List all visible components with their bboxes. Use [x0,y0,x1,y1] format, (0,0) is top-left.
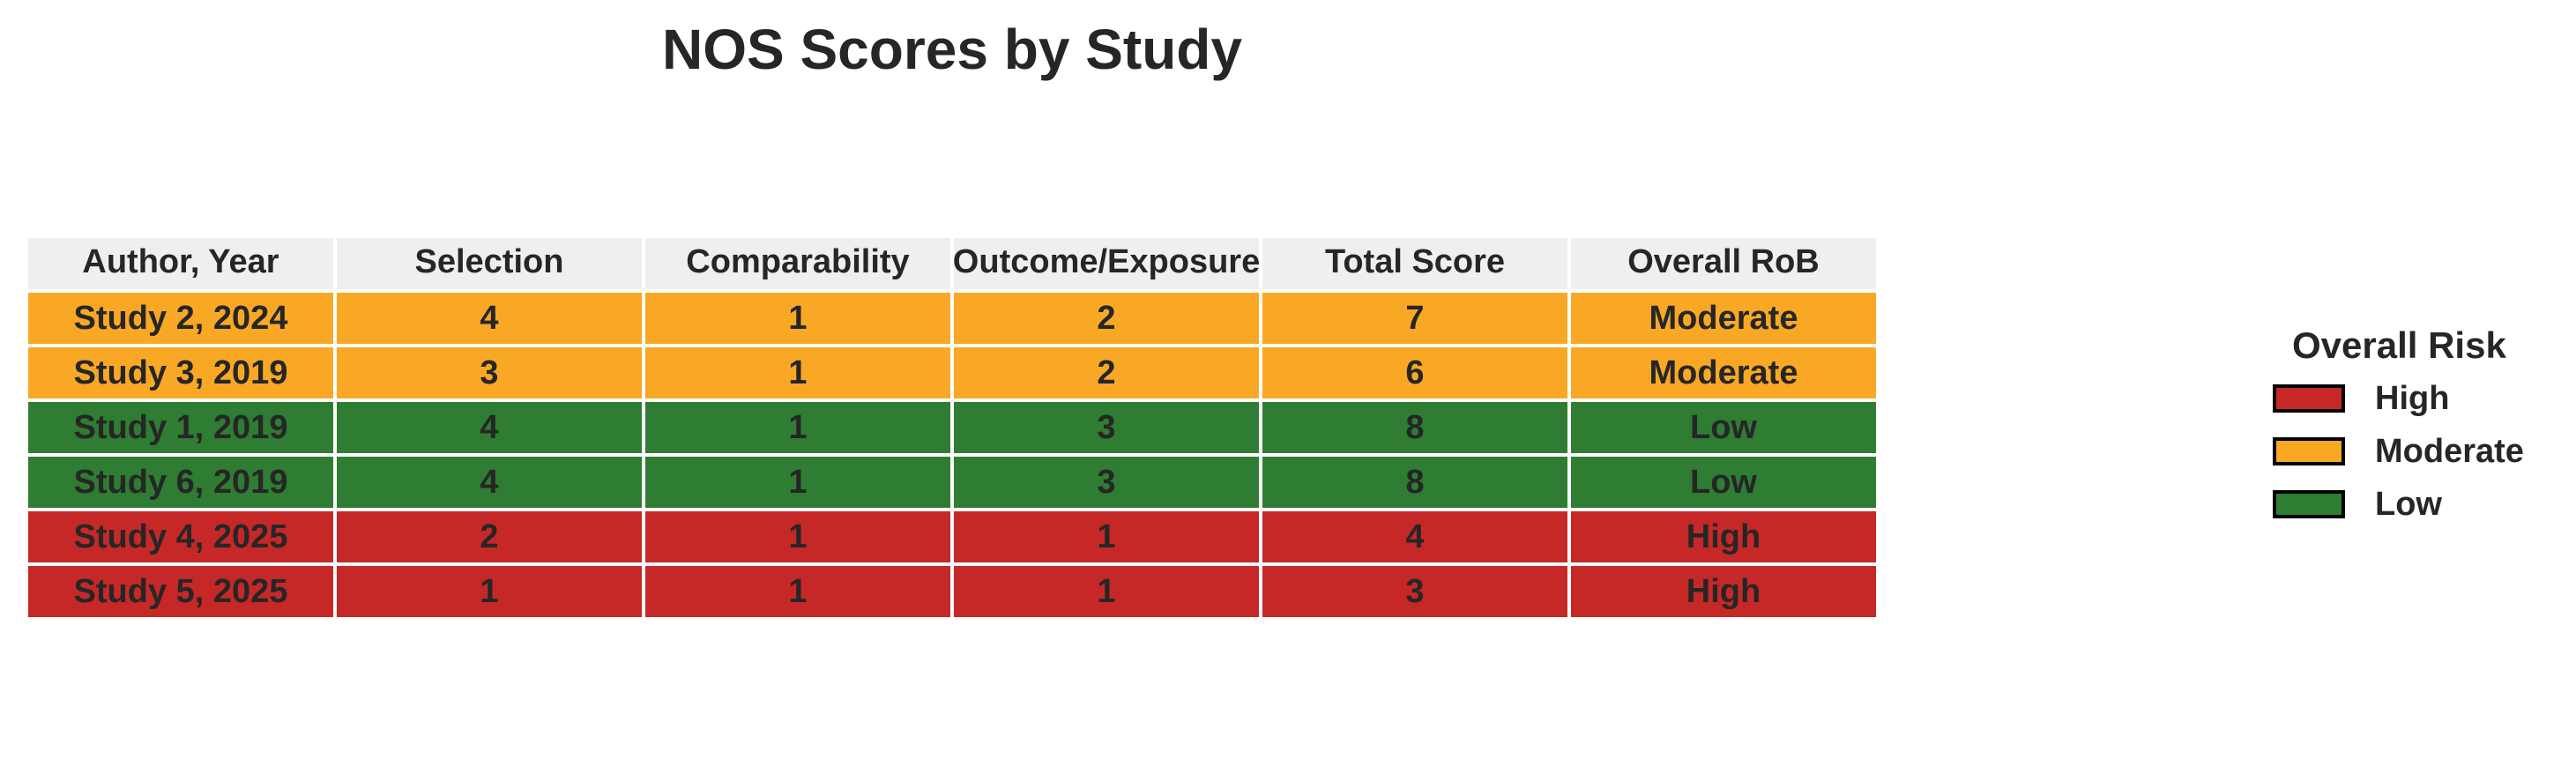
table-cell: 1 [645,293,954,347]
table-cell: 2 [337,511,645,566]
table-cell: 2 [954,293,1262,347]
table-cell: 3 [954,402,1262,457]
column-header: Total Score [1262,238,1571,293]
column-header: Outcome/Exposure [954,238,1262,293]
legend-items: High Moderate Low [2273,372,2524,531]
table-cell: 1 [645,511,954,566]
table-cell: 4 [337,293,645,347]
table-cell: 3 [954,457,1262,511]
row-label: Study 5, 2025 [28,566,337,621]
legend-label: Low [2375,486,2442,524]
legend-item: High [2273,372,2524,425]
table-cell: 4 [337,457,645,511]
chart-title: NOS Scores by Study [0,14,1904,85]
table-cell: 1 [645,457,954,511]
legend-item: Low [2273,478,2524,531]
row-label: Study 1, 2019 [28,402,337,457]
legend-title: Overall Risk [2292,319,2524,372]
table-cell: 1 [645,402,954,457]
table-cell: 4 [1262,511,1571,566]
table-cell: High [1571,511,1880,566]
legend-swatch [2273,437,2345,465]
row-label: Study 4, 2025 [28,511,337,566]
legend-label: Moderate [2375,433,2524,471]
legend-swatch [2273,384,2345,413]
column-header: Comparability [645,238,954,293]
table-cell: 8 [1262,402,1571,457]
table-cell: 4 [337,402,645,457]
legend-item: Moderate [2273,425,2524,478]
column-header: Selection [337,238,645,293]
table-cell: 1 [337,566,645,621]
table-cell: 8 [1262,457,1571,511]
row-label: Study 3, 2019 [28,347,337,402]
table-cell: 3 [337,347,645,402]
legend-label: High [2375,380,2449,418]
nos-table: Author, Year Selection Comparability Outcom… [28,238,1880,621]
table-cell: 1 [954,511,1262,566]
table-cell: Moderate [1571,293,1880,347]
legend-swatch [2273,490,2345,518]
table-cell: 2 [954,347,1262,402]
row-label: Study 2, 2024 [28,293,337,347]
table-cell: 7 [1262,293,1571,347]
row-label: Study 6, 2019 [28,457,337,511]
table-cell: 6 [1262,347,1571,402]
column-header: Overall RoB [1571,238,1880,293]
legend: Overall Risk High Moderate Low [2273,319,2524,531]
table-cell: 1 [645,347,954,402]
table-cell: 1 [954,566,1262,621]
table-cell: 3 [1262,566,1571,621]
column-header: Author, Year [28,238,337,293]
table-cell: High [1571,566,1880,621]
table-cell: Low [1571,402,1880,457]
table-cell: Moderate [1571,347,1880,402]
table-cell: Low [1571,457,1880,511]
table-cell: 1 [645,566,954,621]
